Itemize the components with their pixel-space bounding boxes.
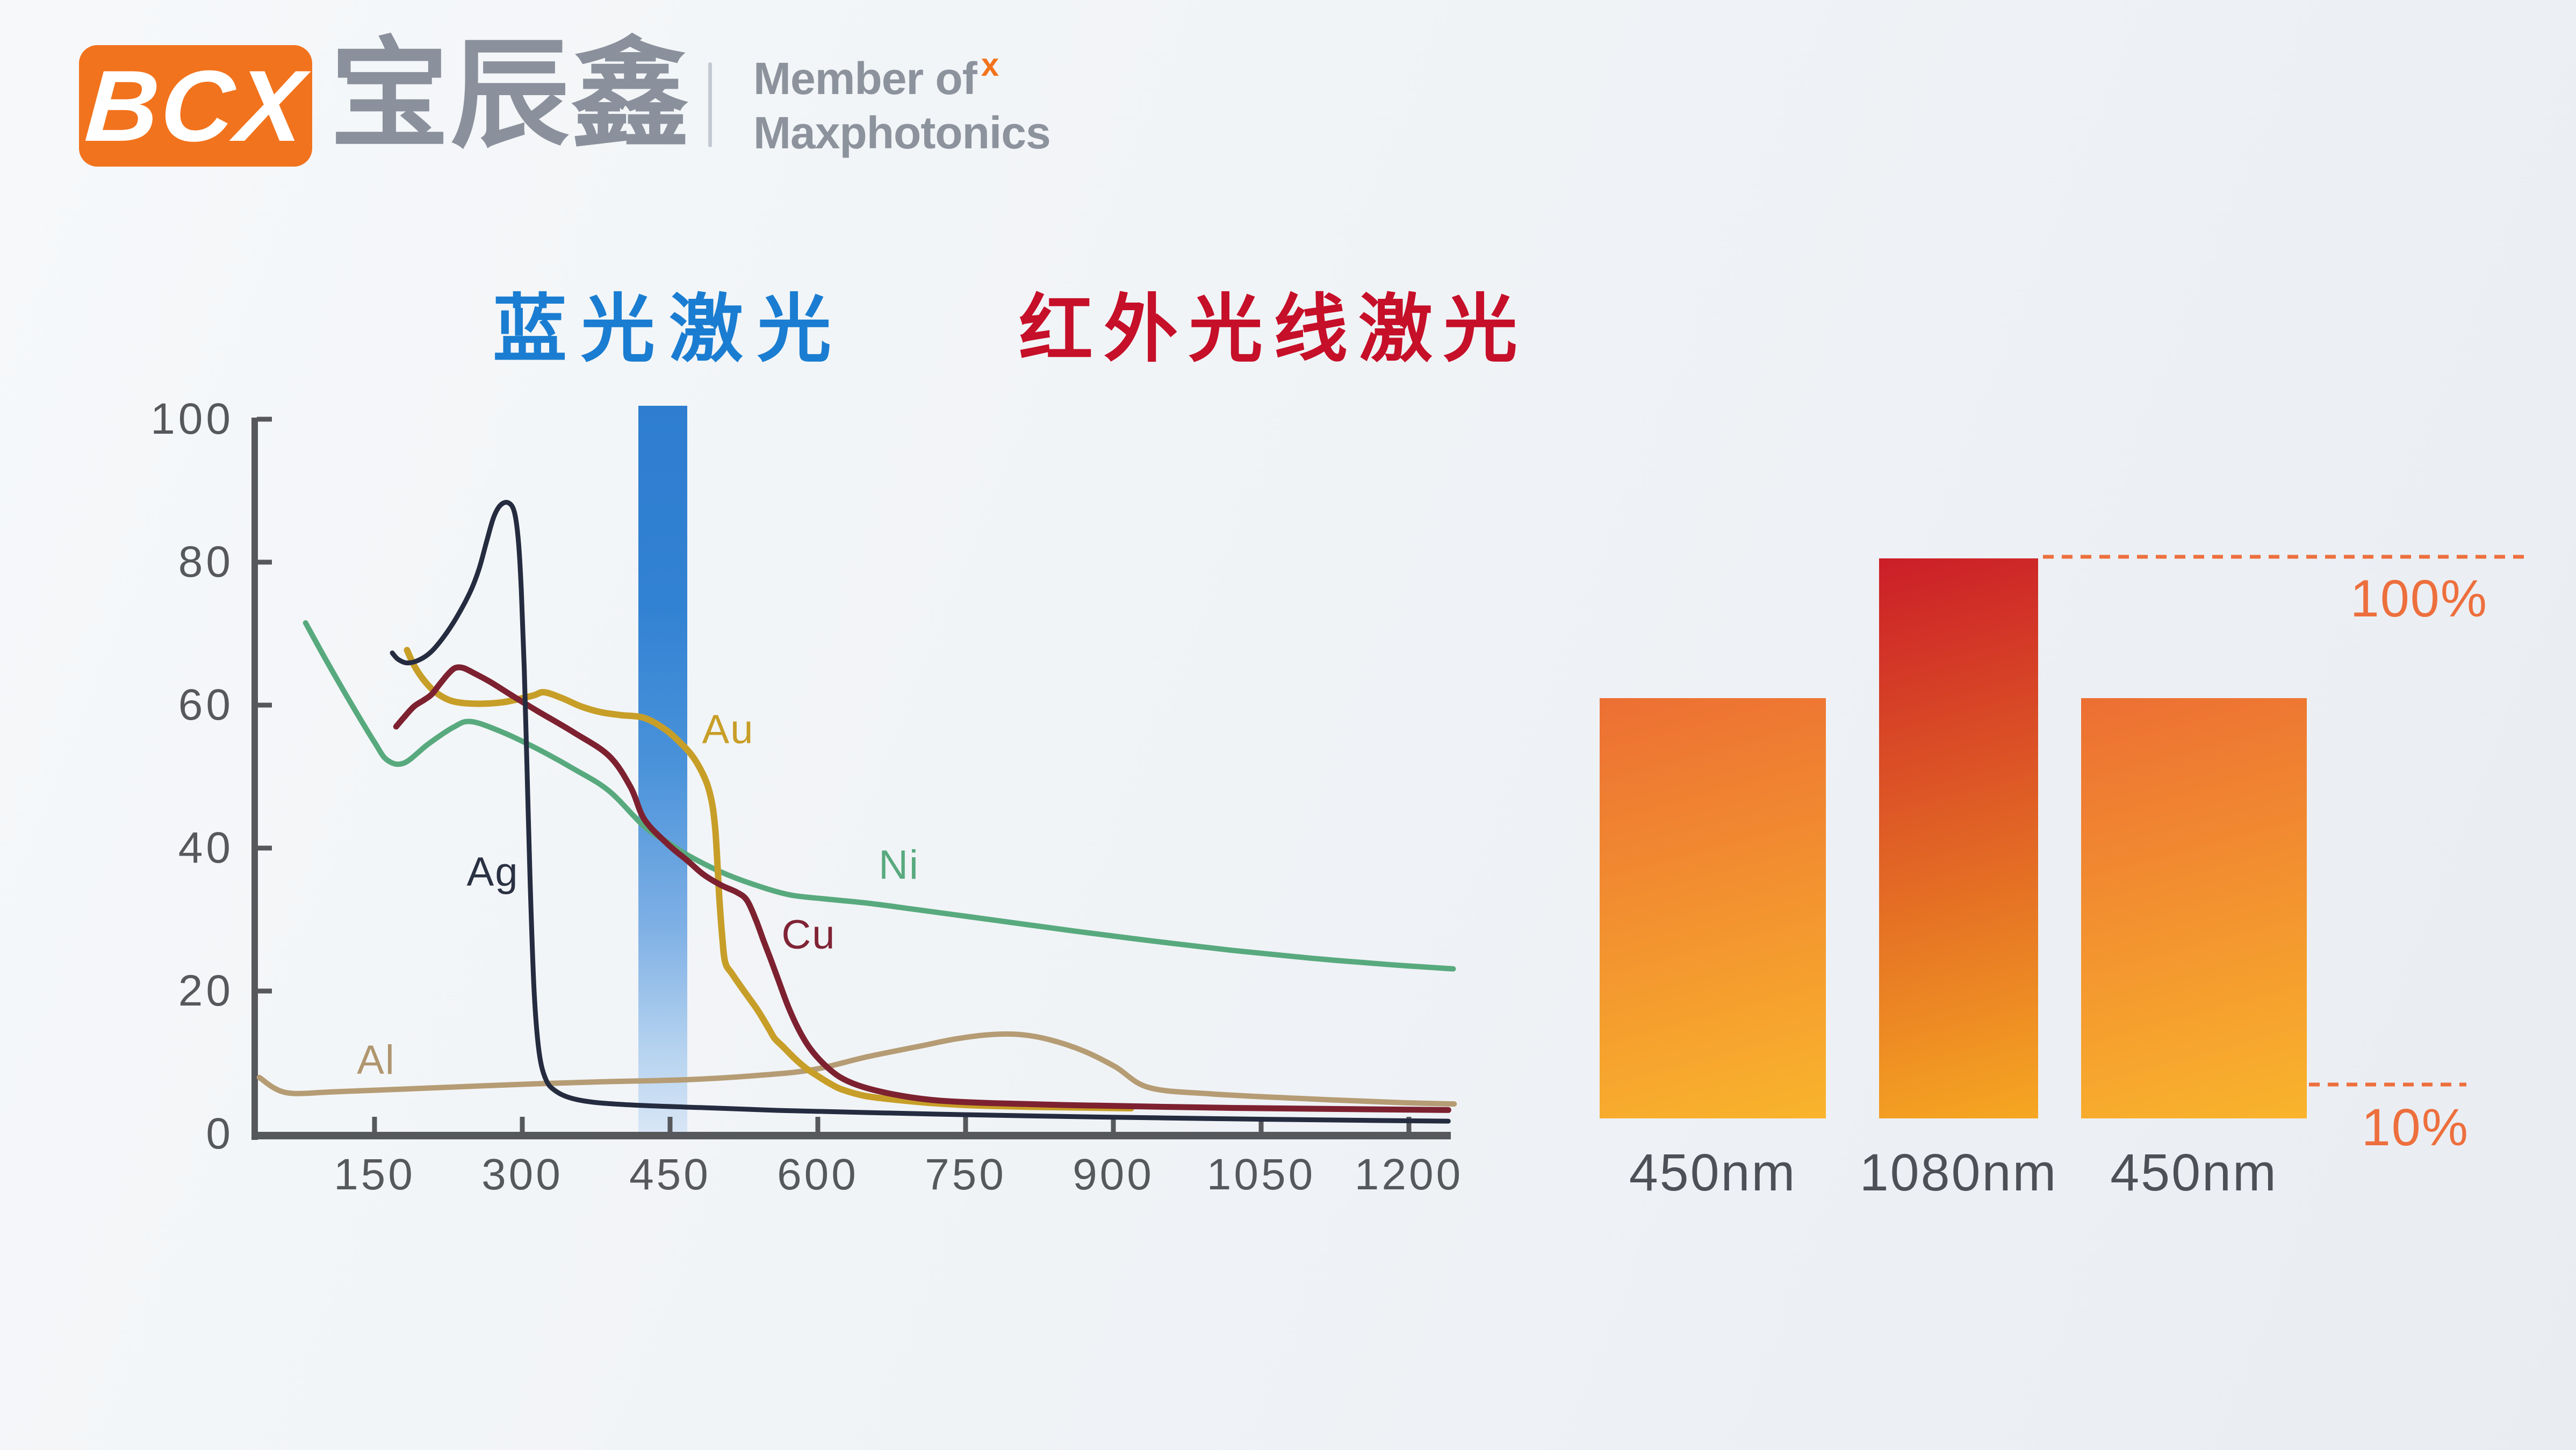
curve-cu: [393, 664, 1451, 1113]
y-tick-label-40: 40: [178, 823, 234, 872]
x-tick-label-450: 450: [629, 1150, 711, 1199]
curve-label-ni: Ni: [879, 842, 919, 888]
curve-label-ag: Ag: [466, 849, 519, 895]
maxphotonics-text: Maxphotonics: [753, 107, 1051, 158]
x-tick-label-600: 600: [777, 1150, 859, 1199]
bar-label-1: 1080nm: [1859, 1143, 2058, 1202]
x-tick: [372, 1117, 377, 1132]
annotation-10pct: 10%: [2361, 1098, 2469, 1157]
x-tick-label-900: 900: [1073, 1150, 1154, 1199]
ir-laser-title: 红外光线激光: [1018, 288, 1528, 371]
x-tick: [667, 1117, 673, 1132]
x-tick-label-150: 150: [334, 1150, 415, 1199]
y-tick: [257, 417, 272, 422]
company-name-cn: 宝辰鑫: [330, 28, 691, 162]
y-tick: [257, 702, 272, 708]
y-tick-label-20: 20: [178, 966, 234, 1015]
curve-ag: [390, 500, 1451, 1124]
y-tick-label-80: 80: [178, 537, 234, 586]
x-tick: [1258, 1117, 1264, 1132]
x-tick-label-300: 300: [481, 1150, 563, 1199]
curve-label-al: Al: [357, 1037, 395, 1083]
y-tick-label-100: 100: [150, 394, 234, 443]
curve-ni: [303, 620, 1456, 972]
y-tick-label-60: 60: [178, 680, 234, 729]
x-tick-label-750: 750: [925, 1150, 1006, 1199]
curve-label-cu: Cu: [781, 912, 836, 958]
bar-450nm-2: [2081, 698, 2307, 1118]
y-tick: [257, 988, 272, 994]
x-tick-label-1050: 1050: [1206, 1150, 1316, 1199]
bar-1080nm-1: [1879, 558, 2038, 1118]
member-of-line: Member of x: [753, 47, 1050, 108]
y-tick: [257, 559, 272, 565]
curve-al: [256, 1031, 1457, 1107]
x-tick: [1406, 1117, 1412, 1132]
member-of-text: Member of: [753, 53, 977, 104]
curve-label-au: Au: [702, 707, 754, 752]
brand-divider: [708, 62, 712, 147]
x-tick-label-1200: 1200: [1354, 1150, 1464, 1199]
x-tick: [1111, 1117, 1116, 1132]
y-tick: [257, 845, 272, 851]
bar-label-0: 450nm: [1629, 1143, 1797, 1202]
x-tick: [520, 1117, 525, 1132]
bcx-logo: BCX: [79, 45, 312, 167]
x-axis: [251, 1132, 1451, 1139]
x-tick: [815, 1117, 821, 1132]
blue-laser-band: [638, 406, 687, 1132]
annotation-100pct: 100%: [2350, 569, 2488, 628]
blue-laser-title: 蓝光激光: [492, 288, 845, 371]
y-axis: [251, 418, 258, 1140]
maxphotonics-x-icon: x: [981, 47, 999, 83]
x-tick: [963, 1117, 968, 1132]
bar-450nm-0: [1600, 698, 1826, 1118]
curve-au: [404, 647, 1134, 1112]
y-tick-label-0: 0: [206, 1109, 234, 1158]
bar-label-2: 450nm: [2110, 1143, 2278, 1202]
member-block: Member of x Maxphotonics: [753, 47, 1051, 158]
